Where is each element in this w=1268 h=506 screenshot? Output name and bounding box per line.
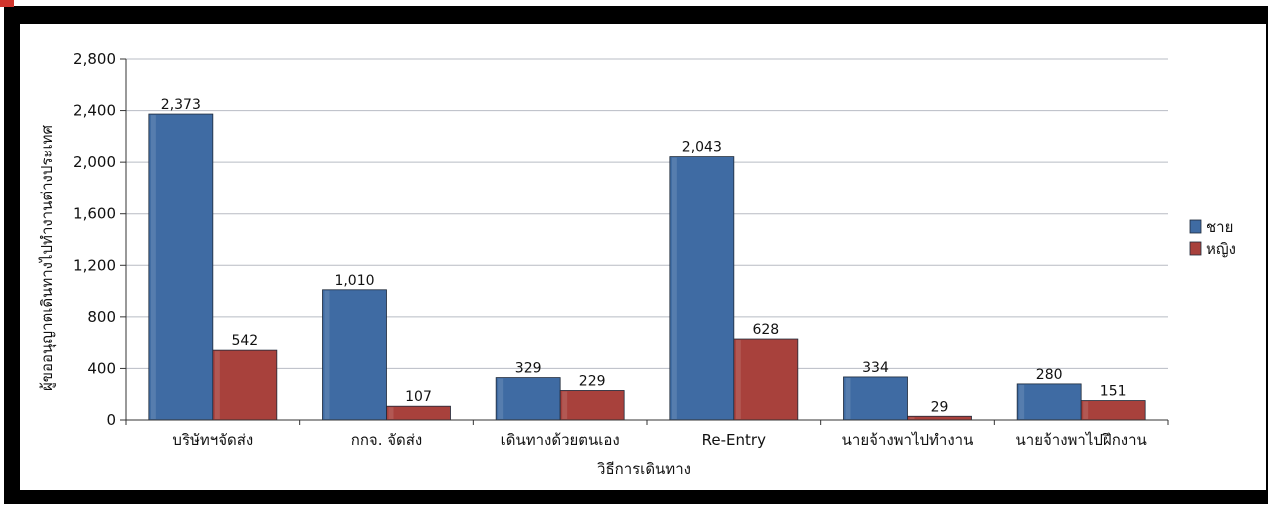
legend-swatch — [1189, 219, 1202, 234]
corner-mark — [0, 0, 14, 7]
bar-highlight — [735, 340, 741, 419]
y-tick-label: 2,000 — [73, 153, 116, 171]
axes: 0 400 800 1,200 1,600 2,000 2,400 2,800 บริษัทฯจ… — [73, 50, 1169, 449]
bar-highlight — [498, 378, 504, 419]
bar-highlight — [1019, 384, 1025, 419]
data-label: 2,373 — [161, 97, 201, 113]
y-tick-label: 1,200 — [73, 256, 116, 274]
y-tick-label: 2,400 — [73, 102, 116, 120]
y-tick-label: 400 — [87, 359, 116, 377]
bar — [907, 415, 972, 421]
x-tick-label: บริษัทฯจัดส่ง — [172, 431, 253, 449]
data-label: 29 — [931, 399, 949, 415]
data-label: 280 — [1036, 367, 1063, 383]
y-tick-label: 0 — [106, 411, 116, 429]
bar — [559, 390, 625, 421]
x-tick-label: นายจ้างพาไปฝึกงาน — [1016, 431, 1147, 449]
bar — [1080, 400, 1146, 421]
bars — [148, 113, 1146, 421]
data-labels: 2,373 542 1,010 107 329 229 2,043 628 334 29 280 15… — [161, 97, 1127, 415]
x-axis-title: วิธีการเดินทาง — [596, 460, 690, 478]
bar — [843, 376, 908, 421]
x-tick-label: กกจ. จัดส่ง — [351, 431, 423, 449]
bar — [322, 289, 387, 421]
data-label: 2,043 — [682, 140, 722, 156]
y-axis-title: ผู้ขออนุญาตเดินทางไปทำงานต่างประเทศ — [38, 125, 57, 392]
bar-highlight — [671, 157, 677, 419]
bar-highlight — [1083, 401, 1089, 419]
bar-highlight — [150, 115, 156, 420]
bar — [733, 338, 799, 421]
x-tick-label: เดินทางด้วยตนเอง — [501, 431, 620, 449]
data-label: 107 — [405, 389, 432, 405]
x-tick-label: นายจ้างพาไปทำงาน — [842, 431, 974, 449]
y-tick-label: 1,600 — [73, 205, 116, 223]
bar — [386, 405, 451, 421]
bar-highlight — [845, 377, 851, 419]
data-label: 334 — [862, 360, 889, 376]
data-label: 628 — [752, 322, 779, 338]
bar-highlight — [214, 351, 220, 419]
data-label: 229 — [579, 373, 606, 389]
data-label: 151 — [1100, 384, 1127, 400]
x-tick-label: Re-Entry — [702, 431, 766, 449]
data-label: 329 — [515, 361, 542, 377]
legend-swatch — [1189, 241, 1202, 256]
legend-label: หญิง — [1206, 240, 1236, 258]
bar — [495, 377, 561, 421]
data-label: 1,010 — [334, 273, 374, 289]
y-tick-label: 800 — [87, 308, 116, 326]
gridlines — [120, 58, 1168, 421]
legend-label: ชาย — [1206, 218, 1233, 236]
bar-highlight — [388, 407, 394, 419]
bar-highlight — [562, 391, 568, 419]
bar — [669, 156, 735, 421]
bar-highlight — [909, 417, 915, 419]
y-tick-label: 2,800 — [73, 50, 116, 68]
bar — [1016, 383, 1082, 421]
bar-highlight — [324, 290, 330, 419]
data-label: 542 — [231, 333, 258, 349]
bar — [212, 349, 278, 421]
bar — [148, 113, 214, 421]
